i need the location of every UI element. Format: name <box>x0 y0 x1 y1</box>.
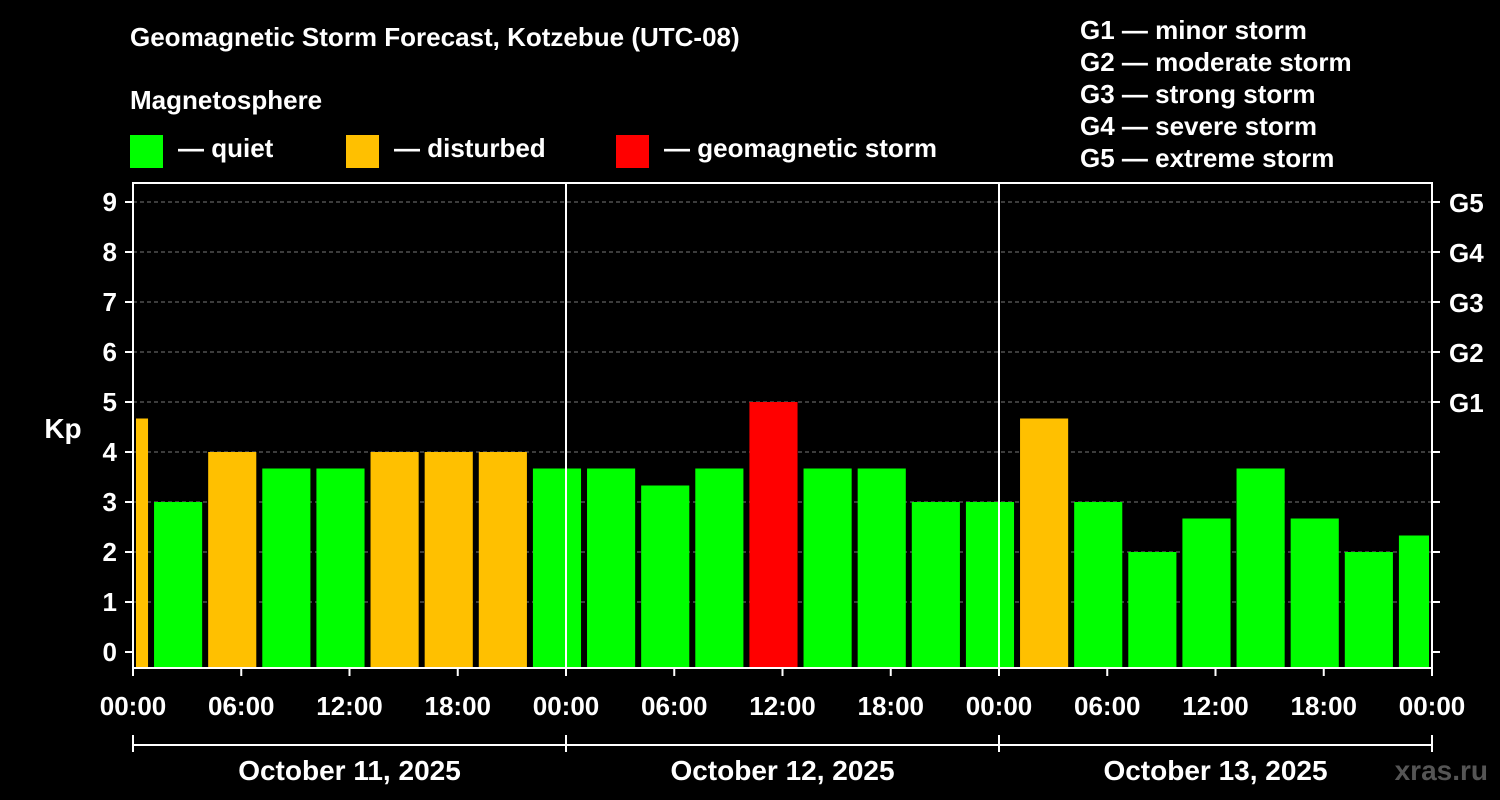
bar <box>1236 468 1285 668</box>
y-tick-label: 3 <box>103 487 117 517</box>
y-tick-label: 9 <box>103 187 117 217</box>
legend-disturbed-swatch <box>346 135 379 168</box>
g-scale-g1: G1 — minor storm <box>1080 15 1307 45</box>
x-tick-label: 12:00 <box>316 691 383 721</box>
chart-title: Geomagnetic Storm Forecast, Kotzebue (UT… <box>130 22 740 52</box>
legend-storm-label: — geomagnetic storm <box>664 133 938 163</box>
bar <box>857 468 906 668</box>
bar <box>1128 552 1177 668</box>
bar <box>424 452 473 668</box>
g-scale-legend: G1 — minor storm G2 — moderate storm G3 … <box>1080 14 1352 174</box>
bars-layer <box>136 402 1429 668</box>
bar <box>965 502 1015 668</box>
x-tick-label: 06:00 <box>641 691 708 721</box>
x-tick-label: 00:00 <box>966 691 1033 721</box>
bar <box>154 502 203 668</box>
y-tick-label: 8 <box>103 237 117 267</box>
x-tick-label: 12:00 <box>749 691 816 721</box>
bar <box>803 468 852 668</box>
bar <box>1020 418 1069 668</box>
magnetosphere-label: Magnetosphere <box>130 85 323 115</box>
labels-layer: 0 1 2 3 4 5 6 7 8 9 G1 G2 G3 G4 G5 Kp 00:00 06:00 12:00 18:… <box>44 187 1484 786</box>
day-label: October 12, 2025 <box>670 755 894 786</box>
g-tick-label: G3 <box>1449 288 1484 318</box>
axes-layer <box>125 182 1440 752</box>
x-tick-label: 18:00 <box>858 691 925 721</box>
legend-quiet-label: — quiet <box>178 133 274 163</box>
bar <box>478 452 527 668</box>
g-tick-label: G5 <box>1449 188 1484 218</box>
bar <box>911 502 960 668</box>
bar <box>262 468 311 668</box>
day-label: October 11, 2025 <box>238 755 461 786</box>
bar <box>1074 502 1123 668</box>
y-tick-label: 5 <box>103 387 117 417</box>
bar <box>1182 518 1231 668</box>
watermark: xras.ru <box>1394 755 1488 786</box>
x-tick-label: 00:00 <box>100 691 167 721</box>
y-tick-label: 1 <box>103 587 117 617</box>
y-tick-label: 0 <box>103 637 117 667</box>
g-scale-g5: G5 — extreme storm <box>1080 143 1335 173</box>
g-scale-g3: G3 — strong storm <box>1080 79 1316 109</box>
g-scale-g2: G2 — moderate storm <box>1080 47 1352 77</box>
bar <box>532 468 582 668</box>
x-tick-label: 18:00 <box>425 691 492 721</box>
bar <box>749 402 798 668</box>
bar <box>587 468 636 668</box>
legend-disturbed-label: — disturbed <box>394 133 546 163</box>
g-tick-label: G2 <box>1449 338 1484 368</box>
bar <box>136 418 149 668</box>
g-scale-g4: G4 — severe storm <box>1080 111 1318 141</box>
bar <box>641 485 690 668</box>
bar <box>208 452 257 668</box>
x-tick-label: 00:00 <box>1399 691 1466 721</box>
x-tick-label: 00:00 <box>533 691 600 721</box>
g-tick-label: G4 <box>1449 238 1484 268</box>
bar <box>370 452 419 668</box>
bar <box>1344 552 1393 668</box>
y-tick-label: 6 <box>103 337 117 367</box>
bar <box>316 468 365 668</box>
legend-quiet-swatch <box>130 135 163 168</box>
x-tick-label: 06:00 <box>208 691 275 721</box>
y-axis-label: Kp <box>44 413 81 444</box>
day-label: October 13, 2025 <box>1103 755 1327 786</box>
x-tick-label: 06:00 <box>1074 691 1141 721</box>
y-tick-label: 2 <box>103 537 117 567</box>
x-tick-label: 18:00 <box>1291 691 1358 721</box>
y-tick-label: 4 <box>103 437 118 467</box>
legend-storm-swatch <box>616 135 649 168</box>
g-tick-label: G1 <box>1449 388 1484 418</box>
bar <box>1398 535 1429 668</box>
bar <box>695 468 744 668</box>
x-tick-label: 12:00 <box>1182 691 1249 721</box>
bar <box>1290 518 1339 668</box>
y-tick-label: 7 <box>103 287 117 317</box>
